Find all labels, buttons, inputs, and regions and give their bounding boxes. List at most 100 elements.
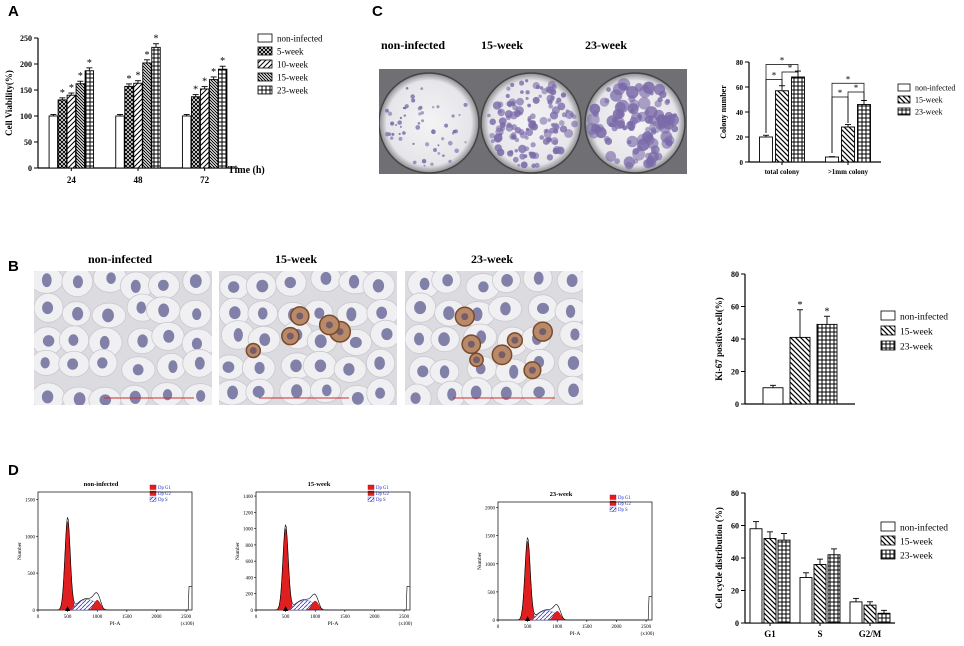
colony [564,128,574,138]
y-tick-label: 200 [20,60,32,69]
colony [421,119,425,123]
bar [749,528,763,624]
colony [421,159,427,164]
colony [505,93,510,99]
histogram-x-tick-label: 1500 [340,615,351,620]
cell-nucleus [194,356,205,370]
colony [430,162,434,166]
bar [775,90,789,163]
colony [490,139,495,144]
colony [556,146,565,155]
ki67-positive-nucleus [511,336,519,344]
legend-label: 23-week [900,552,933,562]
bar [142,62,152,169]
y-tick-label: 20 [731,587,739,596]
bar [863,604,877,624]
ki67-positive-nucleus [467,340,475,348]
colony [623,156,635,168]
colony [510,82,515,88]
histogram-legend-swatch [609,506,617,512]
histogram-frame [37,491,193,611]
cell-nucleus [72,275,84,289]
cell-nucleus [414,301,427,315]
significance-star: * [211,67,216,78]
significance-star: * [127,74,132,85]
colony [595,127,607,139]
colony [512,104,518,111]
cell-nucleus [72,307,84,321]
colony [532,82,540,90]
cell-nucleus [351,392,364,405]
ki67-positive-nucleus [528,366,536,374]
histogram-frame [255,491,411,611]
colony [548,104,553,109]
bar [799,577,813,624]
cell-nucleus [106,272,116,285]
colony [558,120,565,126]
cell-nucleus [102,308,114,323]
bar [75,83,86,169]
histogram-x-tick-label: 2000 [369,615,380,620]
g1-peak [58,520,77,611]
y-tick-label: 20 [731,368,739,377]
colony [403,114,407,117]
colony [437,151,441,155]
histogram-legend-label: Dp G1 [618,496,632,501]
significance-star: * [69,83,74,94]
colony [589,103,601,115]
colony [420,111,425,115]
ki67-image-23-week [405,271,583,405]
colony [605,151,617,162]
colony [415,125,421,130]
cell-nucleus [533,386,545,398]
bar [877,612,891,624]
cell-nucleus [533,271,544,285]
legend-swatch [257,33,273,43]
bar [48,115,59,169]
histogram-y-tick-label: 1000 [485,563,496,568]
histogram-x-tick-label: 1000 [552,625,563,630]
colony [551,84,557,90]
y-tick-label: 80 [736,59,744,67]
histogram-y-tick-label: 600 [246,560,254,565]
colony [509,111,518,120]
cell-nucleus [375,387,386,399]
histogram-y-label: Number [477,552,483,570]
colony [519,80,525,86]
histogram-x-unit: (x100) [181,622,195,627]
culture-well [379,72,480,174]
y-axis-label: Colony number [719,85,728,139]
histogram-x-label: PI-A [328,621,339,627]
histogram-legend-swatch [149,484,157,490]
bar [841,126,855,163]
colony [512,156,519,163]
colony [441,137,445,141]
legend-swatch [880,521,896,532]
cell-nucleus [129,390,141,404]
colony [444,123,449,128]
ki67-image-15-week [219,271,397,405]
cell-nucleus [259,333,271,346]
y-tick-label: 0 [28,164,32,173]
legend-swatch [257,59,273,69]
histogram-y-tick-label: 800 [246,544,254,549]
colony [410,94,415,99]
colony [412,142,415,146]
cell-nucleus [322,384,332,397]
histogram-x-tick-label: 0 [255,615,258,620]
colony [534,162,540,168]
y-tick-label: 80 [731,489,739,498]
colony [493,135,502,143]
colony [458,114,461,117]
histogram-legend-swatch [609,500,617,506]
colony [671,125,679,133]
y-tick-label: 40 [731,554,739,563]
legend-label: non-infected [900,312,948,323]
colony [628,95,636,103]
colony [399,116,403,120]
colony [542,138,550,145]
colony [451,114,455,118]
colony [398,136,403,141]
colony [384,131,390,137]
colony [517,163,521,167]
